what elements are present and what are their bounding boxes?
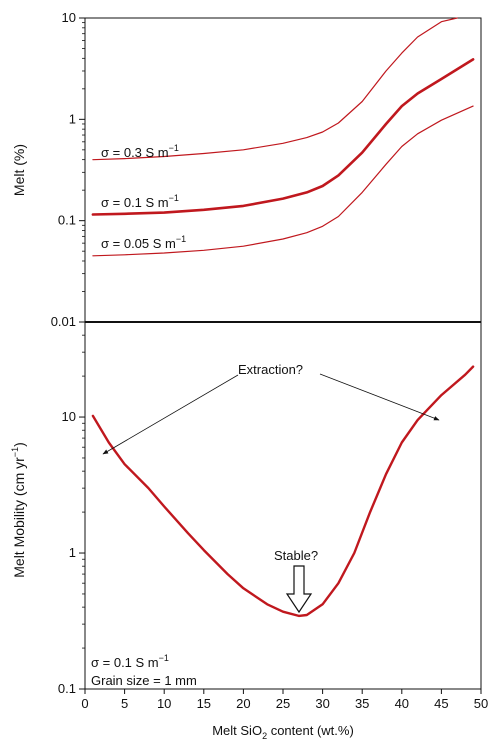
x-tick-label: 35 bbox=[355, 696, 369, 711]
series-label-sigma-0.3: σ = 0.3 S m−1 bbox=[101, 143, 179, 160]
x-tick-label: 5 bbox=[121, 696, 128, 711]
top-y-tick-label: 0.1 bbox=[58, 213, 76, 228]
grain-size-annotation: Grain size = 1 mm bbox=[91, 673, 197, 688]
x-tick-label: 15 bbox=[197, 696, 211, 711]
extraction-arrow-left bbox=[102, 374, 239, 455]
extraction-annotation: Extraction? bbox=[238, 362, 303, 377]
bottom-series-lines bbox=[91, 365, 475, 618]
top-y-tick-label: 1 bbox=[69, 111, 76, 126]
stable-arrow bbox=[285, 565, 313, 614]
bottom-y-ticks: 10 1 0.1 bbox=[58, 334, 85, 696]
bottom-y-tick-label: 10 bbox=[62, 409, 76, 424]
stable-annotation: Stable? bbox=[274, 548, 318, 563]
top-series-line-2 bbox=[92, 105, 474, 257]
x-tick-label: 40 bbox=[395, 696, 409, 711]
extraction-arrow-right bbox=[319, 373, 440, 421]
top-y-tick-label: 10 bbox=[62, 10, 76, 25]
top-series-line-0 bbox=[92, 17, 458, 161]
series-label-sigma-0.05: σ = 0.05 S m−1 bbox=[101, 234, 186, 251]
x-tick-label: 0 bbox=[81, 696, 88, 711]
top-panel: 10 1 0.1 0.01 σ = 0.3 S m−1 σ = 0.1 S m−1 σ… bbox=[11, 10, 482, 329]
top-y-axis-title: Melt (%) bbox=[11, 144, 27, 196]
bottom-plot-frame bbox=[84, 321, 482, 690]
series-label-sigma-0.1: σ = 0.1 S m−1 bbox=[101, 193, 179, 210]
x-axis-title: Melt SiO2 content (wt.%) bbox=[212, 723, 354, 741]
top-plot-frame bbox=[84, 17, 482, 323]
x-tick-label: 30 bbox=[315, 696, 329, 711]
bottom-y-tick-label: 1 bbox=[69, 545, 76, 560]
bottom-x-ticks: 0 5 10 15 20 25 30 35 40 45 50 bbox=[81, 689, 488, 711]
bottom-series-line-0 bbox=[91, 365, 475, 618]
sigma-annotation: σ = 0.1 S m−1 bbox=[91, 653, 169, 670]
x-tick-label: 25 bbox=[276, 696, 290, 711]
x-tick-label: 45 bbox=[434, 696, 448, 711]
top-series-line-1 bbox=[91, 58, 475, 216]
x-tick-label: 50 bbox=[474, 696, 488, 711]
bottom-y-tick-label: 0.1 bbox=[58, 681, 76, 696]
top-y-tick-label: 0.01 bbox=[51, 314, 76, 329]
top-y-ticks: 10 1 0.1 0.01 bbox=[51, 10, 85, 329]
top-series-lines bbox=[91, 17, 475, 257]
bottom-y-axis-title: Melt Mobility (cm yr−1) bbox=[10, 442, 27, 578]
x-tick-label: 10 bbox=[157, 696, 171, 711]
x-tick-label: 20 bbox=[236, 696, 250, 711]
